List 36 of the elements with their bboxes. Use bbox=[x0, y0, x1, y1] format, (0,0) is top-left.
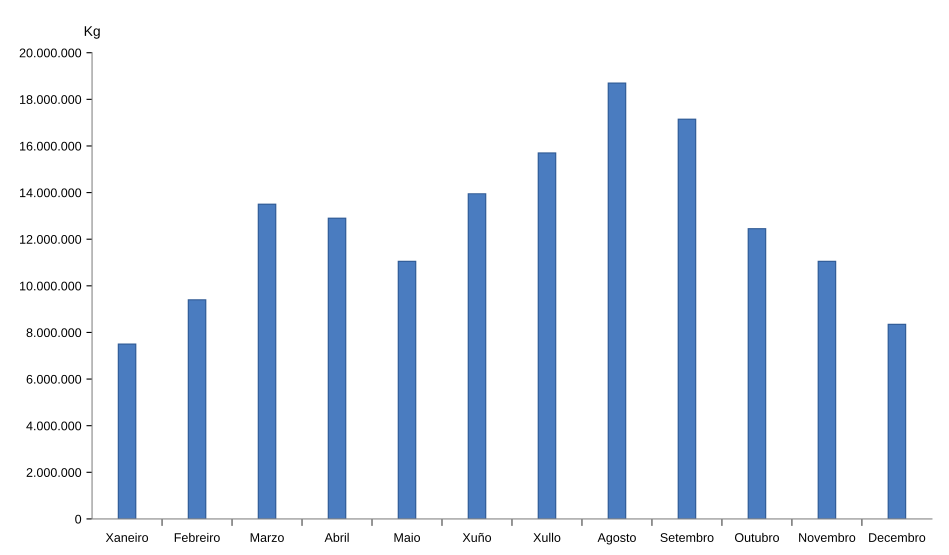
x-tick-label: Novembro bbox=[799, 532, 856, 542]
y-tick-label: 0 bbox=[75, 514, 82, 524]
y-tick-label: 4.000.000 bbox=[26, 421, 82, 430]
y-axis-title: Kg bbox=[84, 26, 100, 39]
x-tick-label: Xuño bbox=[462, 532, 492, 542]
y-tick-label: 10.000.000 bbox=[20, 282, 82, 290]
bar bbox=[888, 324, 906, 519]
y-tick-label: 18.000.000 bbox=[20, 95, 82, 104]
x-tick-label: Decembro bbox=[869, 532, 926, 542]
x-tick-label: Setembro bbox=[660, 532, 714, 542]
bar bbox=[258, 204, 276, 519]
bar bbox=[118, 344, 136, 519]
x-tick-label: Febreiro bbox=[174, 532, 220, 542]
bar bbox=[398, 260, 416, 519]
y-tick-label: 12.000.000 bbox=[20, 235, 82, 244]
bar bbox=[188, 299, 206, 519]
x-tick-label: Outubro bbox=[734, 532, 780, 542]
bar bbox=[818, 260, 836, 519]
x-tick-label: Agosto bbox=[598, 533, 636, 544]
y-tick-label: 8.000.000 bbox=[26, 328, 82, 338]
bar bbox=[678, 118, 696, 519]
y-tick-label: 16.000.000 bbox=[20, 142, 82, 151]
x-tick-label: Marzo bbox=[250, 533, 284, 542]
y-tick-label: 6.000.000 bbox=[26, 374, 82, 384]
x-tick-label: Maio bbox=[394, 532, 420, 542]
bar bbox=[748, 228, 766, 519]
bar bbox=[538, 152, 556, 519]
y-tick-label: 20.000.000 bbox=[20, 48, 82, 58]
y-tick-label: 14.000.000 bbox=[20, 188, 82, 198]
bar bbox=[608, 82, 626, 519]
bar bbox=[468, 193, 486, 519]
x-tick-label: Xaneiro bbox=[106, 532, 148, 542]
y-tick-label: 2.000.000 bbox=[26, 468, 82, 477]
x-tick-label: Abril bbox=[324, 532, 349, 542]
bar bbox=[328, 218, 346, 519]
x-tick-label: Xullo bbox=[533, 532, 560, 542]
